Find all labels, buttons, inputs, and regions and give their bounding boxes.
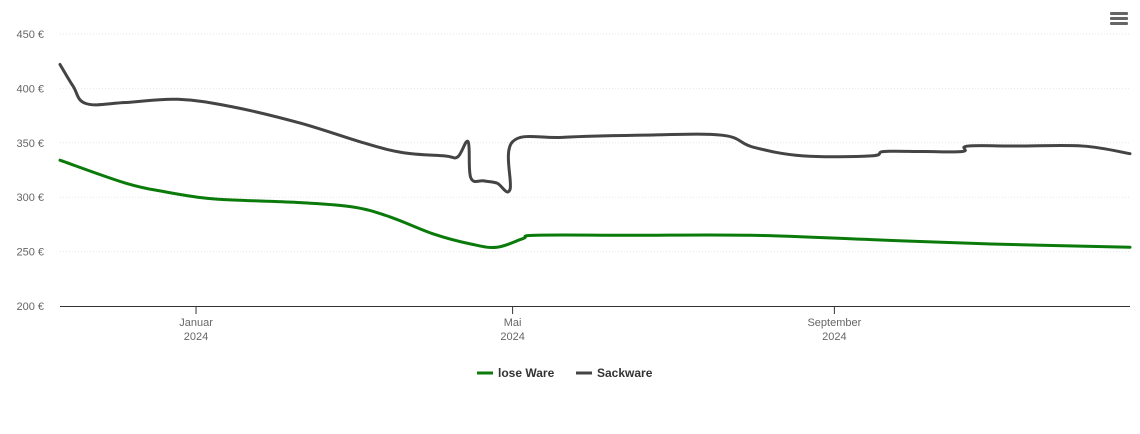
legend-label: Sackware — [597, 366, 653, 380]
y-tick-label: 300 € — [16, 192, 44, 204]
y-tick-label: 250 € — [16, 247, 44, 259]
y-tick-label: 350 € — [16, 138, 44, 150]
x-tick-label-month: Mai — [504, 317, 522, 329]
series-line-sackware — [58, 62, 1132, 194]
y-tick-label: 400 € — [16, 83, 44, 95]
series-line-lose-ware — [58, 158, 1132, 249]
chart-menu-icon[interactable] — [1110, 12, 1128, 28]
x-tick-label-year: 2024 — [184, 331, 208, 343]
y-tick-label: 450 € — [16, 29, 44, 41]
x-tick-label-month: September — [807, 317, 861, 329]
legend-label: lose Ware — [498, 366, 555, 380]
x-tick-label-year: 2024 — [822, 331, 846, 343]
x-tick-label-month: Januar — [179, 317, 213, 329]
y-tick-label: 200 € — [16, 301, 44, 313]
x-tick-label-year: 2024 — [500, 331, 524, 343]
